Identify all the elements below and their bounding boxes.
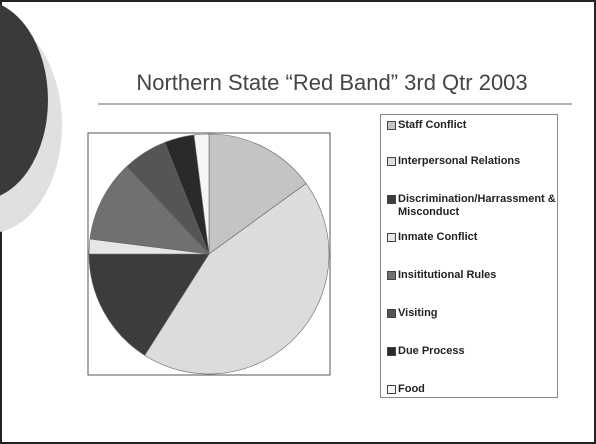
legend-entry: Interpersonal Relations	[387, 155, 557, 168]
pie-slice	[89, 166, 210, 255]
legend-entry: Insititutional Rules	[387, 269, 557, 282]
legend-entry: Food	[387, 383, 557, 396]
legend-label: Discrimination/Harrassment & Misconduct	[398, 193, 556, 218]
pie-slice	[193, 133, 210, 255]
legend-label: Interpersonal Relations	[398, 155, 521, 167]
pie-slice	[144, 183, 330, 375]
legend-swatch	[387, 309, 396, 318]
legend-swatch	[387, 195, 396, 204]
pie-slice	[208, 133, 307, 255]
legend-label: Food	[398, 383, 425, 395]
legend-label: Inmate Conflict	[398, 231, 478, 243]
legend-label: Visiting	[398, 307, 438, 319]
legend-entry: Inmate Conflict	[387, 231, 557, 244]
legend-label: Staff Conflict	[398, 119, 467, 131]
legend-entry: Discrimination/Harrassment & Misconduct	[387, 193, 557, 219]
legend-swatch	[387, 121, 396, 130]
legend-entry: Due Process	[387, 345, 557, 358]
legend-swatch	[387, 233, 396, 242]
legend-swatch	[387, 347, 396, 356]
legend: Staff Conflict Interpersonal Relations Dis…	[380, 114, 558, 398]
legend-label: Due Process	[398, 345, 465, 357]
pie-slice	[88, 253, 210, 356]
decor-circle	[0, 4, 48, 196]
legend-swatch	[387, 385, 396, 394]
legend-entry: Visiting	[387, 307, 557, 320]
legend-label: Insititutional Rules	[398, 269, 497, 281]
legend-entry: Staff Conflict	[387, 119, 557, 132]
chart-title: Northern State “Red Band” 3rd Qtr 2003	[136, 70, 527, 95]
legend-swatch	[387, 157, 396, 166]
legend-swatch	[387, 271, 396, 280]
